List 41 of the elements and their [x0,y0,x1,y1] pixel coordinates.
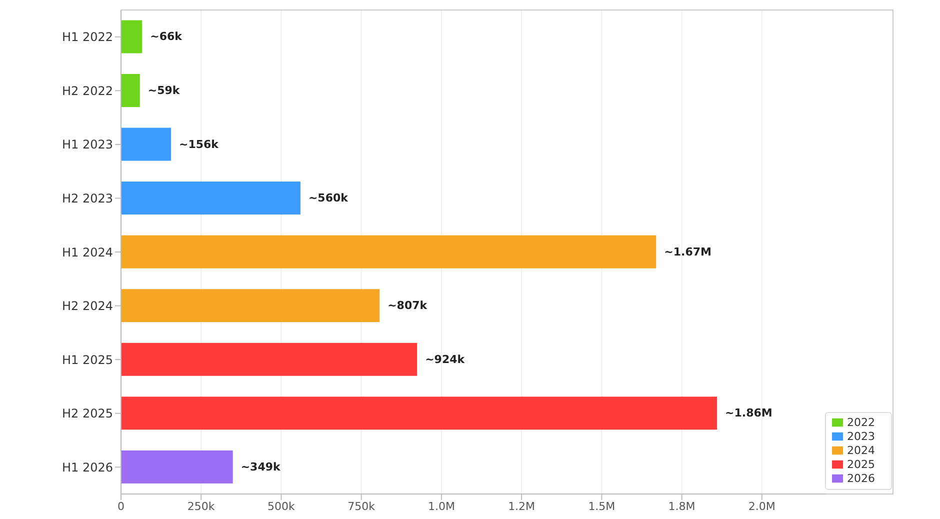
y-tick-label: H2 2025 [62,406,113,421]
x-tick-label: 1.2M [508,500,536,513]
text: ~1.67M [664,245,712,258]
bar [121,342,418,376]
text: ~924k [425,352,465,366]
text: ~560k [308,192,348,205]
bar [121,128,171,161]
y-tick-label: H1 2026 [62,460,113,474]
text: ~59k [148,84,180,97]
legend-label: 2022 [847,416,875,429]
y-tick-label: H2 2023 [62,191,113,206]
x-tick-label: 1.8M [668,500,696,513]
x-tick-label: 2.0M [748,500,776,513]
bar [121,182,300,215]
x-tick-label: 750k [348,500,376,513]
text: ~1.86M [725,406,772,420]
bar [121,450,233,484]
x-tick-label: 1.0M [428,500,455,513]
bar [121,74,140,107]
x-tick-label: 500k [268,500,296,513]
legend-label: 2025 [847,458,875,471]
bar [121,289,380,322]
y-tick-label: H1 2023 [62,138,113,152]
y-tick-label: H1 2024 [62,245,113,260]
y-tick-label: H1 2022 [62,30,113,44]
text: ~807k [388,299,428,312]
text: ~156k [178,138,218,151]
text: ~349k [240,460,280,474]
bar [121,20,142,54]
text: ~66k [150,30,182,44]
legend-label: 2023 [847,430,875,443]
x-tick-label: 0 [118,500,124,513]
x-tick-label: 1.5M [588,500,616,513]
legend-label: 2024 [847,444,875,457]
legend-label: 2026 [847,472,875,485]
bar [121,235,656,268]
y-tick-label: H2 2022 [62,84,113,98]
bar [121,396,718,430]
x-tick-label: 250k [187,500,216,513]
y-tick-label: H2 2024 [62,299,113,314]
y-tick-label: H1 2025 [62,352,113,367]
